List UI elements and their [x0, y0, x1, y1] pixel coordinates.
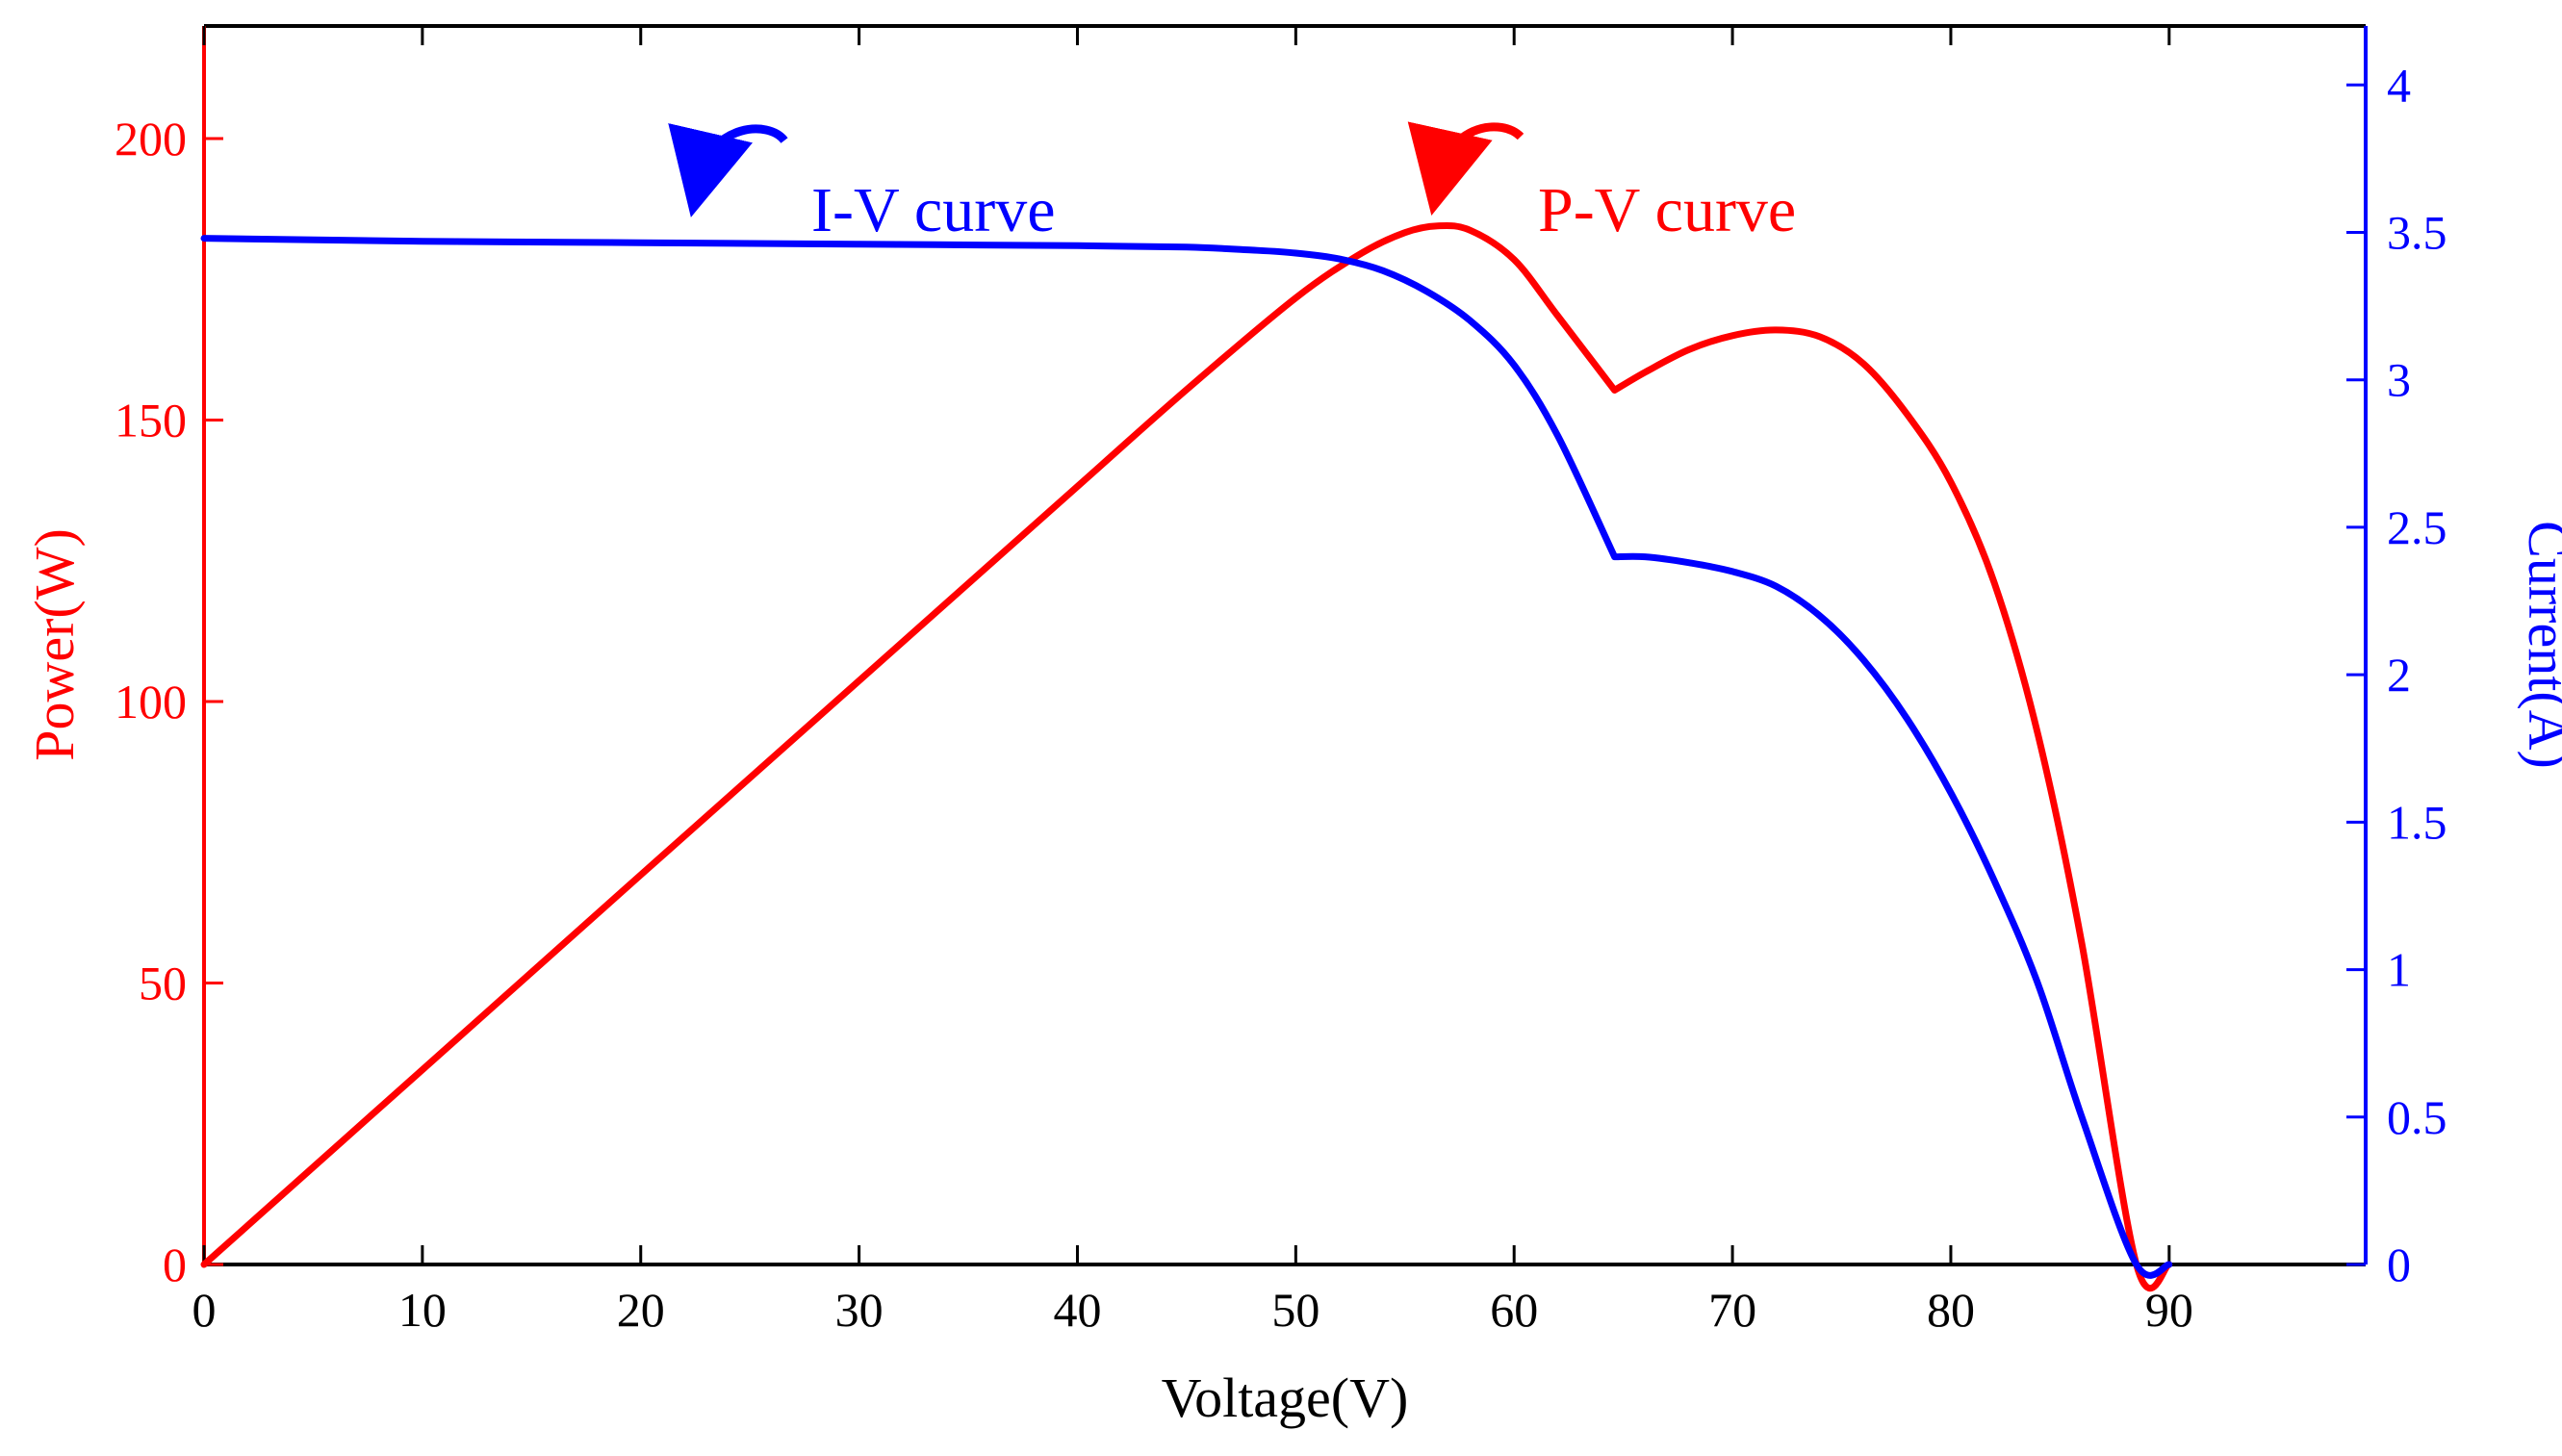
x-tick-label: 60	[1490, 1283, 1538, 1337]
y-left-axis-label: Power(W)	[23, 528, 86, 761]
pv-curve-line	[200, 221, 2173, 1292]
y-left-ticks: 0 50 100 150 200	[115, 112, 223, 1291]
y-left-tick-label: 100	[115, 675, 187, 728]
x-tick-label: 30	[835, 1283, 884, 1337]
y-right-ticks: 0 0.5 1 1.5 2 2.5 3 3.5 4	[2346, 58, 2447, 1291]
iv-annotation-label: I-V curve	[811, 175, 1056, 245]
x-tick-label: 70	[1708, 1283, 1756, 1337]
x-tick-label: 0	[192, 1283, 217, 1337]
x-axis-label: Voltage(V)	[1162, 1367, 1409, 1429]
iv-curve-line	[200, 235, 2173, 1279]
iv-annotation: I-V curve	[668, 122, 1056, 245]
y-right-tick-label: 1.5	[2387, 795, 2447, 849]
x-tick-label: 90	[2145, 1283, 2193, 1337]
y-right-tick-label: 0.5	[2387, 1090, 2447, 1144]
y-right-tick-label: 4	[2387, 58, 2411, 112]
x-tick-label: 80	[1927, 1283, 1975, 1337]
y-right-tick-label: 2.5	[2387, 500, 2447, 554]
y-left-tick-label: 200	[115, 112, 187, 166]
pv-annotation-label: P-V curve	[1538, 175, 1796, 245]
x-tick-label: 50	[1271, 1283, 1319, 1337]
x-tick-label: 40	[1053, 1283, 1101, 1337]
pv-annotation-arrow	[1407, 121, 1524, 216]
y-right-axis-label: Current(A)	[2517, 521, 2562, 769]
series-layer	[200, 221, 2173, 1292]
y-right-tick-label: 1	[2387, 943, 2411, 997]
x-tick-label: 20	[617, 1283, 665, 1337]
y-right-tick-label: 0	[2387, 1238, 2411, 1291]
y-right-tick-label: 3	[2387, 353, 2411, 407]
y-right-tick-label: 2	[2387, 648, 2411, 702]
pv-annotation: P-V curve	[1407, 121, 1796, 245]
x-ticks: 0 10 20 30 40 50 60 70 80 90	[192, 26, 2193, 1337]
iv-annotation-arrow	[668, 122, 788, 217]
y-left-tick-label: 150	[115, 394, 187, 447]
x-tick-label: 10	[398, 1283, 447, 1337]
y-right-tick-label: 3.5	[2387, 206, 2447, 260]
y-left-tick-label: 50	[139, 957, 187, 1010]
y-left-tick-label: 0	[163, 1238, 187, 1291]
